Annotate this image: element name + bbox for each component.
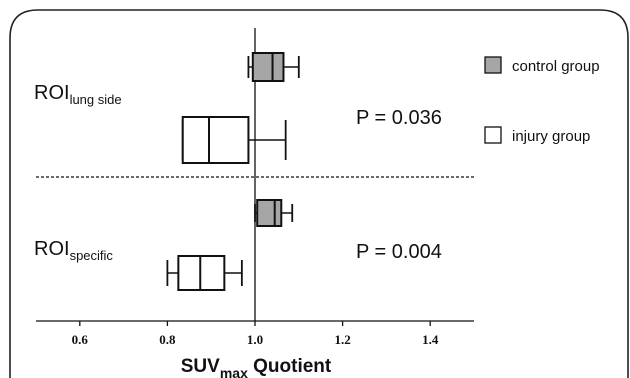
box-body-specific-injury (177, 255, 226, 291)
legend-swatch-control (484, 56, 502, 74)
box-lung-side-injury (181, 116, 287, 164)
box-lung-side-control (247, 52, 300, 82)
legend: control group injury group (484, 56, 600, 145)
box-body-specific-control (256, 199, 283, 227)
legend-label-control: control group (512, 58, 600, 75)
p-value-specific: P = 0.004 (356, 241, 442, 263)
box-body-lung-side-injury (181, 116, 250, 164)
panel-label-specific: ROIspecific (34, 238, 113, 263)
p-value-lung-side: P = 0.036 (356, 107, 442, 129)
x-tick-label-0.8: 0.8 (159, 332, 176, 347)
x-tick-label-1.4: 1.4 (422, 332, 439, 347)
legend-label-injury: injury group (512, 128, 590, 145)
box-specific-injury (166, 255, 243, 291)
x-tick-label-1.0: 1.0 (247, 332, 263, 347)
box-specific-control (254, 199, 294, 227)
frame-border (9, 9, 629, 378)
x-tick-label-1.2: 1.2 (334, 332, 350, 347)
x-tick-label-0.6: 0.6 (72, 332, 89, 347)
legend-swatch-injury (484, 126, 502, 144)
x-axis-title: SUVmax Quotient (181, 356, 332, 378)
panel-label-lung-side: ROIlung side (34, 82, 122, 107)
box-body-lung-side-control (251, 52, 285, 82)
